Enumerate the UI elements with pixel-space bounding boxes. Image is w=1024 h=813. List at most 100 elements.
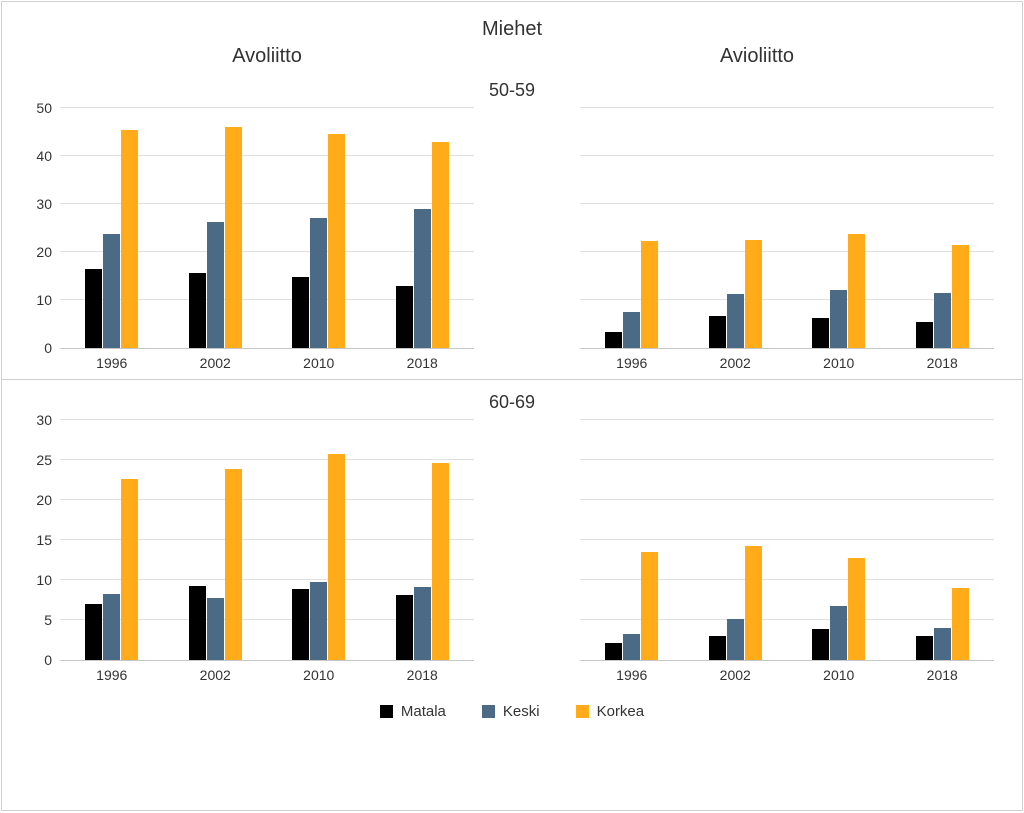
bar-matala	[709, 316, 726, 348]
bar-korkea	[225, 127, 242, 348]
xtick-label: 1996	[96, 667, 127, 683]
ytick-label: 30	[26, 412, 60, 428]
xtick-label: 1996	[616, 667, 647, 683]
bar-matala	[916, 322, 933, 348]
bar-matala	[189, 586, 206, 660]
row-label-50-59: 50-59	[2, 68, 1022, 105]
bar-matala	[396, 286, 413, 348]
bar-keski	[103, 594, 120, 660]
xtick-label: 2002	[720, 667, 751, 683]
bar-group	[85, 421, 138, 660]
bar-groups	[60, 421, 474, 660]
column-headers: Avoliitto Avioliitto	[2, 41, 1022, 68]
xtick-label: 2010	[823, 355, 854, 371]
bar-korkea	[745, 240, 762, 348]
bar-matala	[812, 629, 829, 660]
xtick-label: 2002	[200, 355, 231, 371]
bar-keski	[934, 628, 951, 660]
bar-keski	[830, 606, 847, 660]
bar-matala	[812, 318, 829, 348]
bar-korkea	[121, 479, 138, 660]
gridline	[60, 419, 474, 420]
bar-keski	[207, 222, 224, 348]
bar-group	[292, 421, 345, 660]
gridline	[60, 107, 474, 108]
bar-group	[396, 109, 449, 348]
legend-item-keski: Keski	[482, 703, 540, 720]
bar-group	[189, 109, 242, 348]
ytick-label: 15	[26, 532, 60, 548]
ytick-label: 25	[26, 452, 60, 468]
bar-keski	[310, 218, 327, 348]
panel-avoliitto-50-59: 01020304050 1996200220102018	[22, 109, 482, 371]
bar-korkea	[848, 558, 865, 660]
legend: Matala Keski Korkea	[2, 691, 1022, 728]
row-50-59-panels: 01020304050 1996200220102018 19962002201…	[2, 105, 1022, 379]
bar-keski	[414, 209, 431, 348]
ytick-label: 30	[26, 196, 60, 212]
bar-korkea	[641, 552, 658, 660]
bar-korkea	[328, 134, 345, 348]
bar-korkea	[432, 142, 449, 348]
bar-groups	[60, 109, 474, 348]
bar-korkea	[328, 454, 345, 660]
ytick-label: 20	[26, 244, 60, 260]
xtick-label: 2018	[407, 355, 438, 371]
bar-group	[292, 109, 345, 348]
xtick-label: 1996	[96, 355, 127, 371]
legend-swatch-keski	[482, 705, 495, 718]
bar-matala	[292, 277, 309, 348]
bar-groups	[580, 421, 994, 660]
bar-group	[605, 109, 658, 348]
legend-label-korkea: Korkea	[597, 703, 645, 720]
bar-group	[709, 421, 762, 660]
col-title-avioliitto: Avioliitto	[537, 45, 978, 68]
chart-container: Miehet Avoliitto Avioliitto 50-59 0 10 20 3…	[1, 1, 1023, 811]
bar-matala	[605, 332, 622, 348]
ytick-label: 0	[26, 652, 60, 668]
bar-group	[812, 109, 865, 348]
bar-keski	[623, 634, 640, 660]
gridline	[580, 107, 994, 108]
bar-matala	[189, 273, 206, 348]
bar-group	[189, 421, 242, 660]
legend-item-matala: Matala	[380, 703, 446, 720]
bar-matala	[85, 269, 102, 348]
col-title-avoliitto: Avoliitto	[47, 45, 488, 68]
bar-keski	[103, 234, 120, 348]
bar-korkea	[641, 241, 658, 348]
bar-korkea	[848, 234, 865, 348]
bar-keski	[310, 582, 327, 660]
legend-label-keski: Keski	[503, 703, 540, 720]
bar-korkea	[745, 546, 762, 660]
bar-matala	[916, 636, 933, 660]
bar-keski	[934, 293, 951, 348]
bar-group	[709, 109, 762, 348]
ytick-label: 10	[26, 572, 60, 588]
xtick-label: 2010	[303, 355, 334, 371]
bar-group	[605, 421, 658, 660]
legend-label-matala: Matala	[401, 703, 446, 720]
legend-swatch-matala	[380, 705, 393, 718]
panel-avioliitto-50-59: 1996 2002 2010 2018	[542, 109, 1002, 371]
bar-group	[396, 421, 449, 660]
bar-korkea	[952, 245, 969, 348]
bar-group	[812, 421, 865, 660]
bar-group	[916, 109, 969, 348]
ytick-label: 10	[26, 292, 60, 308]
bar-keski	[727, 294, 744, 348]
main-title: Miehet	[2, 2, 1022, 41]
bar-group	[85, 109, 138, 348]
xtick-label: 1996	[616, 355, 647, 371]
ytick-label: 50	[26, 100, 60, 116]
ytick-label: 0	[26, 340, 60, 356]
bar-matala	[85, 604, 102, 660]
xtick-label: 2018	[927, 355, 958, 371]
xtick-label: 2002	[720, 355, 751, 371]
xtick-label: 2018	[927, 667, 958, 683]
bar-matala	[292, 589, 309, 660]
bar-group	[916, 421, 969, 660]
bar-korkea	[432, 463, 449, 660]
xtick-label: 2018	[407, 667, 438, 683]
bar-matala	[396, 595, 413, 660]
